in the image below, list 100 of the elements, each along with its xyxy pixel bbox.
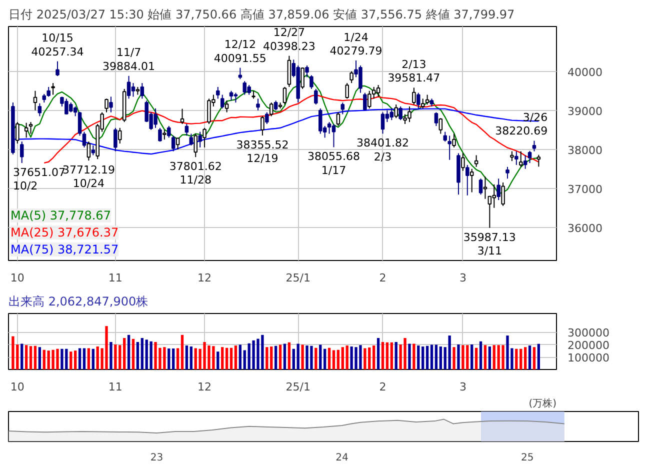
x-tick-label: 25 <box>520 452 534 464</box>
candlestick <box>367 90 372 109</box>
candlestick <box>224 100 229 113</box>
candlestick <box>38 102 42 117</box>
bar <box>346 345 348 370</box>
bar <box>140 338 144 370</box>
x-tick-label: 11 <box>108 272 122 284</box>
bar <box>230 348 233 370</box>
candlestick <box>518 150 523 168</box>
candlestick <box>438 118 443 134</box>
text: MA(25) 37,676.37 <box>10 226 119 240</box>
candlestick <box>390 108 394 121</box>
candlestick <box>523 154 528 170</box>
candlestick <box>310 74 314 90</box>
candlestick <box>216 86 220 100</box>
candlestick <box>443 131 447 142</box>
candlestick <box>158 127 162 142</box>
bar <box>448 336 451 370</box>
candlestick <box>91 144 96 156</box>
bar <box>336 350 340 370</box>
bar <box>92 348 94 370</box>
bar <box>524 347 527 370</box>
candlestick <box>68 102 73 113</box>
bar <box>78 348 82 370</box>
candlestick <box>416 92 420 109</box>
candlestick <box>86 141 91 162</box>
candlestick <box>336 112 340 126</box>
bar <box>319 344 322 370</box>
bar <box>323 348 326 370</box>
candlestick <box>420 98 425 109</box>
x-tick-label: 24 <box>336 452 348 464</box>
candlestick <box>33 90 38 111</box>
bar <box>430 344 434 370</box>
candlestick <box>104 98 108 113</box>
bar <box>283 344 286 370</box>
candlestick <box>452 133 456 148</box>
y-tick-label: 38000 <box>568 144 602 157</box>
x-tick-label: 12 <box>198 272 212 284</box>
bar <box>225 348 228 370</box>
bar <box>479 341 482 370</box>
y-tick-label: 100000 <box>568 352 610 365</box>
bar <box>328 348 331 370</box>
y-tick-label: 36000 <box>568 222 602 235</box>
bar <box>332 350 336 370</box>
text: MA(75) 38,721.57 <box>10 242 119 256</box>
x-tick-label: 3 <box>459 380 466 394</box>
candlestick <box>260 116 264 136</box>
x-tick-label: 25/1 <box>286 272 310 284</box>
bar <box>234 345 238 370</box>
bar <box>34 346 37 370</box>
bar <box>172 348 175 370</box>
candlestick <box>16 122 20 144</box>
bar <box>390 342 393 370</box>
candlestick <box>412 87 416 105</box>
bar <box>372 345 376 370</box>
bar <box>180 334 184 370</box>
y-tick-label: 39000 <box>568 104 602 118</box>
candlestick <box>380 112 385 134</box>
candlestick <box>51 82 55 96</box>
chart-title: 出来高 2,062,847,900株 <box>8 294 148 308</box>
bar <box>38 347 42 370</box>
y-tick-label: 40000 <box>568 66 602 79</box>
candlestick <box>501 182 505 206</box>
bar <box>426 346 429 370</box>
candlestick <box>496 178 500 201</box>
candlestick <box>202 127 206 148</box>
y-axis-title: (万株) <box>528 398 557 410</box>
candlestick <box>488 196 492 228</box>
bar <box>150 341 152 370</box>
candlestick <box>20 141 24 164</box>
bar <box>537 344 540 370</box>
bar <box>12 336 14 370</box>
text: 10/15 40257.34 <box>31 32 84 58</box>
bar <box>74 350 77 370</box>
candlestick <box>398 106 402 121</box>
candlestick <box>528 150 532 164</box>
bar <box>110 342 112 370</box>
candlestick <box>171 135 176 152</box>
bar <box>381 342 384 370</box>
bar <box>185 345 188 370</box>
candlestick <box>506 166 510 180</box>
candlestick <box>350 70 354 84</box>
candlestick <box>318 108 322 134</box>
bar <box>216 352 220 370</box>
x-tick-label: 25/1 <box>286 380 310 394</box>
bar <box>515 348 518 370</box>
text: 38355.52 12/19 <box>236 138 289 166</box>
candlestick <box>492 184 496 208</box>
candlestick <box>256 98 260 111</box>
candlestick <box>532 140 536 152</box>
text: 35987.13 3/11 <box>463 230 516 258</box>
candlestick <box>265 112 269 124</box>
candlestick <box>474 154 478 168</box>
candlestick <box>425 94 430 105</box>
candlestick <box>287 55 292 88</box>
bar <box>274 346 278 370</box>
text: MA(5) 37,778.67 <box>10 208 111 222</box>
candlestick <box>126 75 131 100</box>
text: 37801.62 11/28 <box>169 160 222 187</box>
bar <box>87 348 90 370</box>
